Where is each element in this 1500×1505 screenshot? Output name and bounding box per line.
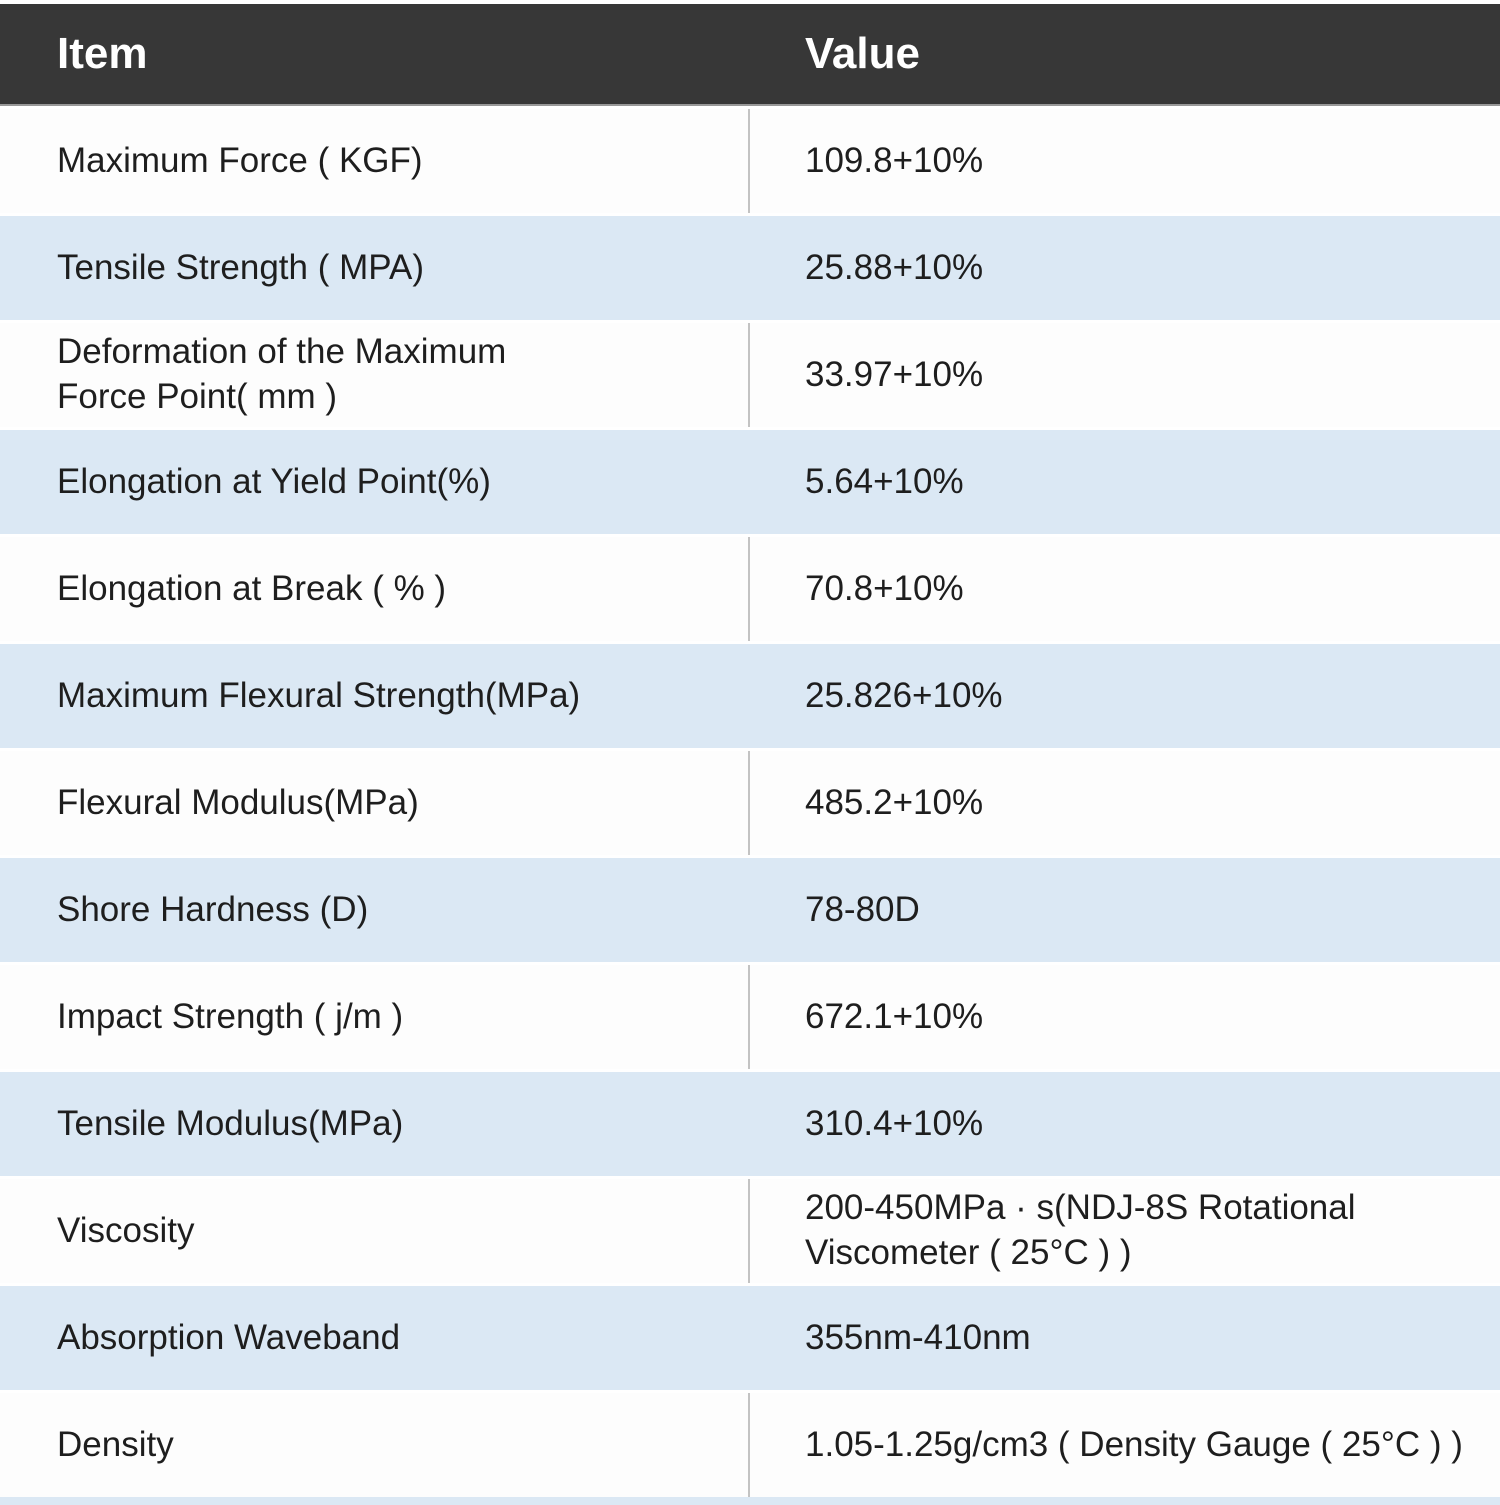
table-row: Impact Strength ( j/m ) 672.1+10% <box>0 965 1500 1069</box>
item-cell: Shore Hardness (D) <box>57 889 369 929</box>
item-cell: Elongation at Break ( % ) <box>0 537 750 641</box>
table-row: Density 1.05-1.25g/cm3 ( Density Gauge (… <box>0 1393 1500 1497</box>
item-cell: Elongation at Yield Point(%) <box>57 461 491 501</box>
value-cell: 485.2+10% <box>805 782 984 822</box>
table-row: Flexural Modulus(MPa) 485.2+10% <box>0 751 1500 855</box>
item-cell: Maximum Force ( KGF) <box>0 109 750 213</box>
value-cell: 109.8+10% <box>805 140 984 180</box>
top-margin-strip <box>0 0 1500 4</box>
table-body: Maximum Force ( KGF) 109.8+10% Tensile S… <box>0 109 1500 1497</box>
value-cell: 672.1+10% <box>805 996 984 1036</box>
value-cell: 310.4+10% <box>805 1103 984 1143</box>
table-header-row: Item Value <box>0 4 1500 106</box>
item-cell: Density <box>0 1393 750 1497</box>
item-cell: Deformation of the Maximum Force Point( … <box>0 323 750 427</box>
value-cell: 1.05-1.25g/cm3 ( Density Gauge ( 25°C ) … <box>805 1424 1463 1464</box>
table-row: Viscosity 200-450MPa · s(NDJ-8S Rotation… <box>0 1179 1500 1283</box>
item-cell: Tensile Modulus(MPa) <box>57 1103 404 1143</box>
item-cell: Tensile Strength ( MPA) <box>57 247 424 287</box>
table-row: Elongation at Break ( % ) 70.8+10% <box>0 537 1500 641</box>
table-row: Shore Hardness (D) 78-80D <box>0 858 1500 962</box>
value-cell: 25.88+10% <box>805 247 984 287</box>
item-cell: Absorption Waveband <box>57 1317 401 1357</box>
table-row: Maximum Force ( KGF) 109.8+10% <box>0 109 1500 213</box>
value-cell: 78-80D <box>805 889 920 929</box>
table-row: Elongation at Yield Point(%) 5.64+10% <box>0 430 1500 534</box>
value-cell: 355nm-410nm <box>805 1317 1031 1357</box>
value-cell: 200-450MPa · s(NDJ-8S Rotational Viscome… <box>805 1188 1356 1272</box>
item-cell: Impact Strength ( j/m ) <box>0 965 750 1069</box>
next-row-sliver <box>0 1497 1500 1505</box>
item-cell: Maximum Flexural Strength(MPa) <box>57 675 581 715</box>
value-cell: 33.97+10% <box>805 354 984 394</box>
table-row: Tensile Modulus(MPa) 310.4+10% <box>0 1072 1500 1176</box>
column-header-value: Value <box>805 28 920 78</box>
item-cell: Flexural Modulus(MPa) <box>0 751 750 855</box>
column-header-item: Item <box>57 28 148 78</box>
value-cell: 70.8+10% <box>805 568 964 608</box>
table-row: Absorption Waveband 355nm-410nm <box>0 1286 1500 1390</box>
table-row: Deformation of the Maximum Force Point( … <box>0 323 1500 427</box>
item-cell: Viscosity <box>0 1179 750 1283</box>
table-row: Maximum Flexural Strength(MPa) 25.826+10… <box>0 644 1500 748</box>
value-cell: 5.64+10% <box>805 461 964 501</box>
value-cell: 25.826+10% <box>805 675 1003 715</box>
table-row: Tensile Strength ( MPA) 25.88+10% <box>0 216 1500 320</box>
